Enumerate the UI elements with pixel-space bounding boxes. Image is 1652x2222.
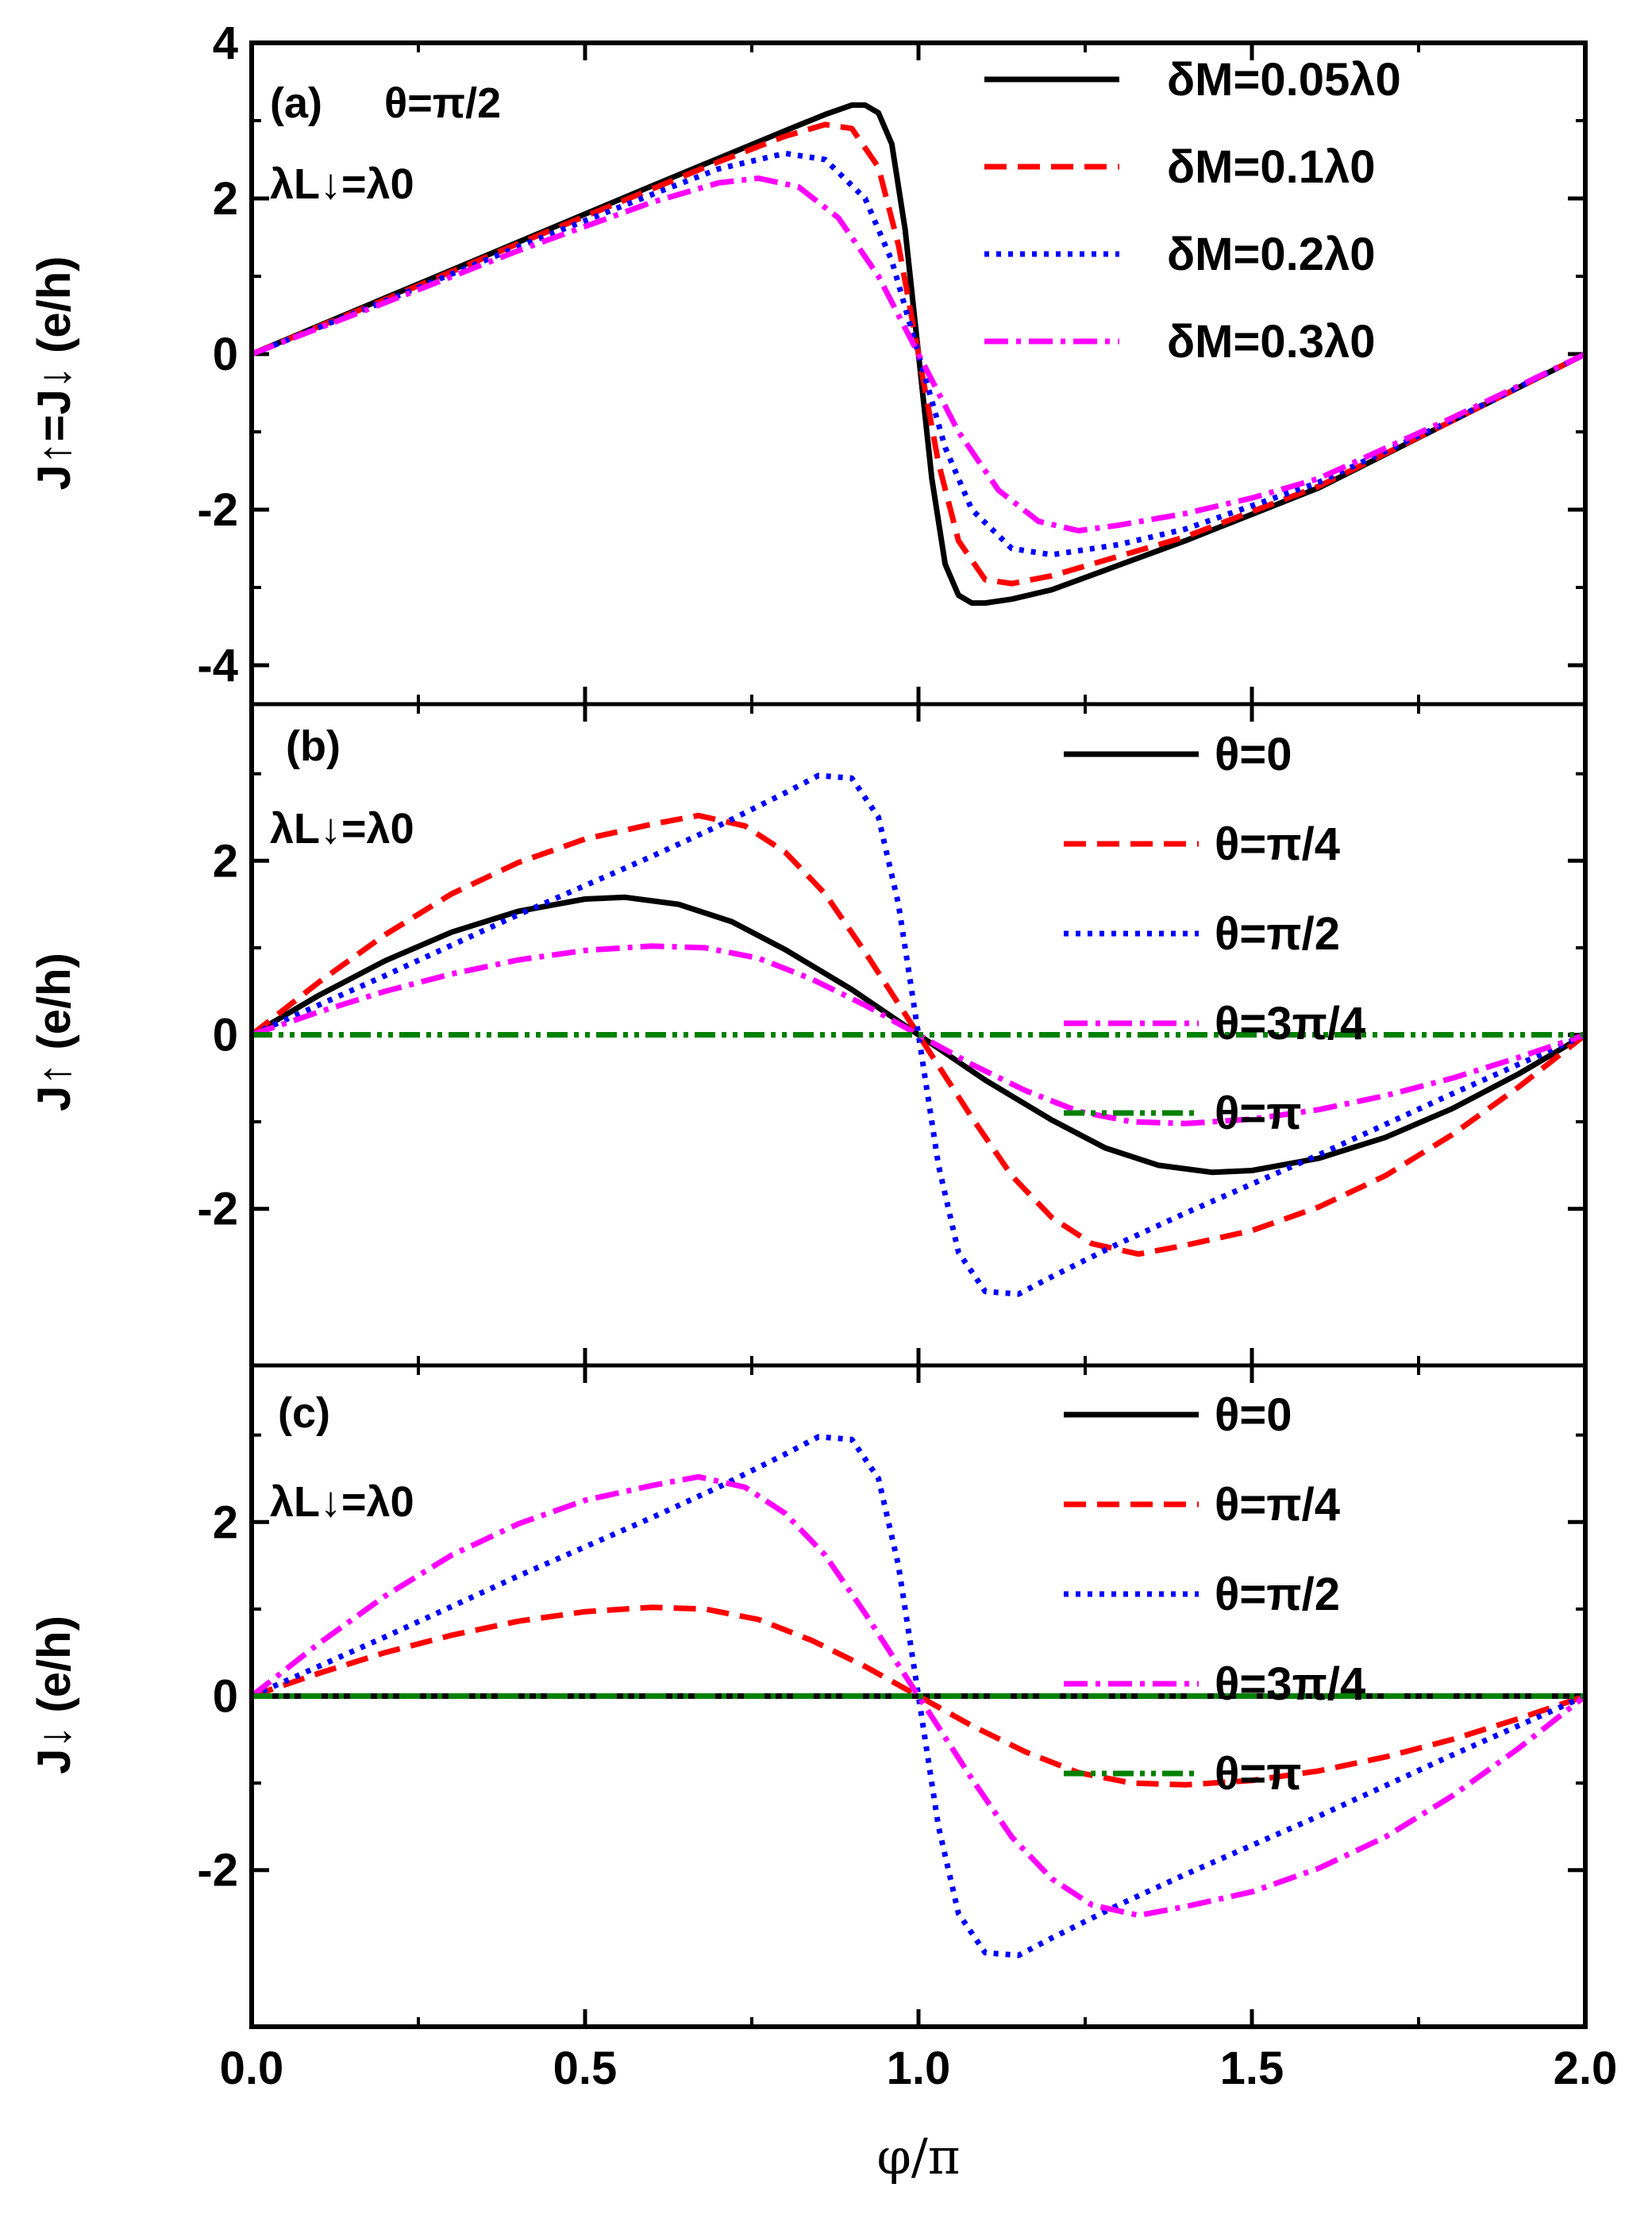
panel-c: (c) λL↓=λ0 θ=0 θ=π/4 θ=π/2 θ=3π/4 θ=π -2 0 2 J…: [29, 1365, 1588, 2027]
panel-c-legend: θ=0 θ=π/4 θ=π/2 θ=3π/4 θ=π: [1064, 1389, 1365, 1800]
legend-label: θ=0: [1215, 729, 1292, 780]
legend-label: θ=π/2: [1215, 908, 1340, 960]
panel-c-ylabel: J↓ (e/h): [29, 1615, 80, 1774]
y-tick-label: -2: [197, 1845, 238, 1897]
y-tick-label: 2: [213, 173, 238, 225]
panel-c-label: (c): [278, 1389, 330, 1437]
panel-a-ytick-labels: -4 -2 0 2 4: [197, 17, 238, 691]
legend-label: θ=π/2: [1215, 1569, 1340, 1620]
x-tick-label: 2.0: [1554, 2043, 1618, 2094]
panel-b: (b) λL↓=λ0 θ=0 θ=π/4 θ=π/2 θ=3π/4 θ=π -2 0 2 J…: [29, 704, 1588, 1365]
y-tick-label: -2: [197, 484, 238, 536]
panel-b-series: [252, 772, 1585, 1297]
panel-a: (a) θ=π/2 λL↓=λ0 δM=0.05λ0 δM=0.1λ0 δM=0.2…: [29, 17, 1588, 704]
legend-label: δM=0.2λ0: [1167, 229, 1376, 280]
series-line: [252, 943, 1585, 1126]
panel-a-series: [252, 102, 1585, 607]
series-line: [252, 1473, 1585, 1919]
panel-c-annotation-lambda: λL↓=λ0: [270, 1478, 414, 1526]
legend-label: θ=π/4: [1215, 1479, 1340, 1531]
panel-b-ytick-labels: -2 0 2: [197, 835, 238, 1234]
panel-b-label: (b): [286, 722, 341, 770]
panel-a-annotation-theta: θ=π/2: [384, 79, 501, 127]
x-tick-label: 1.0: [887, 2043, 951, 2094]
series-line: [252, 812, 1585, 1257]
legend-label: δM=0.1λ0: [1167, 141, 1376, 193]
legend-label: θ=π/4: [1215, 818, 1340, 870]
panel-b-annotation-lambda: λL↓=λ0: [270, 805, 414, 853]
legend-label: θ=3π/4: [1215, 1658, 1365, 1710]
legend-label: δM=0.05λ0: [1167, 54, 1401, 106]
legend-label: θ=3π/4: [1215, 998, 1365, 1049]
plot-frame: [249, 40, 1588, 2029]
y-tick-label: 2: [213, 1496, 238, 1548]
panel-a-label: (a): [270, 79, 322, 127]
y-tick-label: 0: [213, 1671, 238, 1723]
y-tick-label: 0: [213, 1010, 238, 1061]
panel-b-ylabel: J↑ (e/h): [29, 953, 80, 1111]
y-tick-label: -4: [197, 640, 238, 691]
panel-c-ytick-labels: -2 0 2: [197, 1496, 238, 1896]
y-tick-label: 4: [213, 17, 238, 69]
legend-label: δM=0.3λ0: [1167, 316, 1376, 368]
y-tick-label: 2: [213, 835, 238, 887]
series-line: [252, 175, 1585, 533]
legend-label: θ=0: [1215, 1389, 1292, 1441]
x-tick-labels: 0.0 0.5 1.0 1.5 2.0: [220, 2043, 1618, 2094]
panel-b-legend: θ=0 θ=π/4 θ=π/2 θ=3π/4 θ=π: [1064, 729, 1365, 1139]
x-axis-label: φ/π: [876, 2128, 960, 2185]
panel-a-annotation-lambda: λL↓=λ0: [270, 160, 414, 208]
y-tick-label: -2: [197, 1184, 238, 1235]
legend-label: θ=π: [1215, 1748, 1302, 1800]
series-line: [252, 150, 1585, 558]
panel-a-ylabel: J↑=J↓ (e/h): [29, 256, 80, 491]
panel-a-legend: δM=0.05λ0 δM=0.1λ0 δM=0.2λ0 δM=0.3λ0: [984, 54, 1401, 368]
panel-c-series: [252, 1434, 1585, 1958]
y-tick-label: 0: [213, 329, 238, 380]
series-line: [252, 1604, 1585, 1788]
legend-label: θ=π: [1215, 1088, 1302, 1139]
x-tick-label: 1.5: [1220, 2043, 1284, 2094]
x-tick-label: 0.5: [553, 2043, 618, 2094]
x-tick-label: 0.0: [220, 2043, 284, 2094]
